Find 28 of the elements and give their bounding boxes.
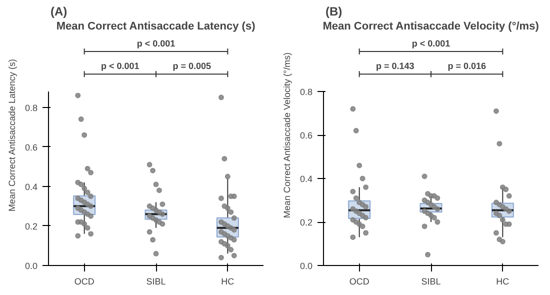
x-tick-label: SIBL — [421, 276, 441, 286]
y-tick-label: 0.4 — [24, 182, 38, 192]
y-tick-label: 0.6 — [300, 130, 313, 140]
text: p = 0.005 — [172, 61, 211, 72]
text: p = 0.143 — [376, 61, 414, 72]
x-tick-label: SIBL — [146, 276, 166, 286]
x-tick-label: OCD — [74, 276, 95, 286]
y-tick-label: 0.4 — [300, 174, 313, 184]
y-tick-label: 0.0 — [24, 261, 38, 271]
x-tick-label: OCD — [349, 276, 370, 286]
x-tick-label: HC — [496, 276, 510, 286]
chart-title: Mean Correct Antisaccade Velocity (°/ms) — [322, 20, 540, 32]
text: p < 0.001 — [412, 38, 450, 48]
y-axis-title: Mean Correct Antisaccade Velocity (°/ms) — [282, 52, 292, 218]
y-tick-label: 0.0 — [300, 261, 313, 271]
text: p = 0.016 — [448, 61, 486, 72]
text: p < 0.001 — [136, 38, 176, 48]
y-tick-label: 0.8 — [300, 87, 313, 97]
chart-title: Mean Correct Antisaccade Latency (s) — [56, 20, 256, 32]
y-tick-label: 0.8 — [24, 102, 38, 113]
y-tick-label: 0.2 — [300, 218, 313, 228]
text: p < 0.001 — [101, 61, 140, 72]
text: (A) — [50, 4, 68, 18]
y-axis-title: Mean Correct Antisaccade Latency (s) — [6, 58, 17, 212]
y-tick-label: 0.2 — [24, 221, 38, 232]
x-tick-label: HC — [221, 276, 235, 286]
text: (B) — [326, 4, 342, 18]
y-tick-label: 0.6 — [24, 142, 38, 152]
